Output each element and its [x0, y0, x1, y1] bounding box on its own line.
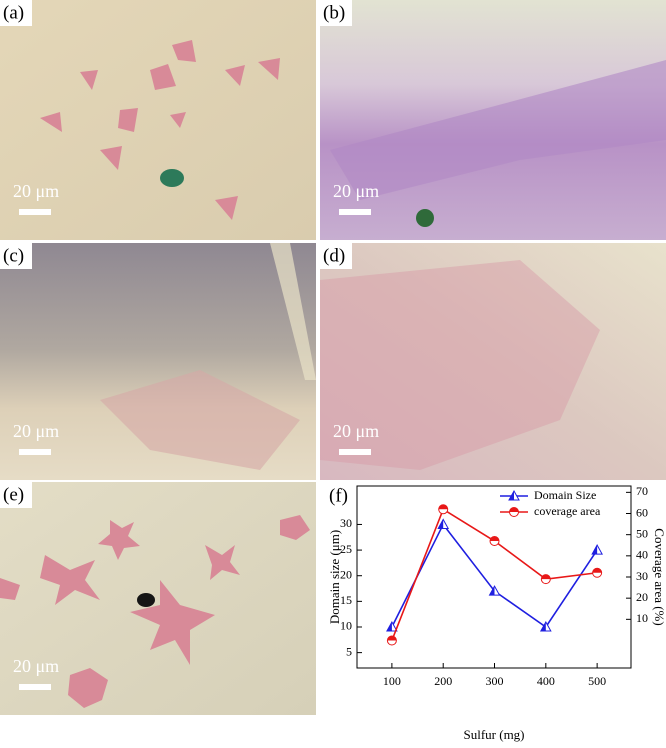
marker-half — [540, 621, 546, 631]
y-tick-label: 15 — [340, 593, 352, 607]
legend-marker — [508, 489, 520, 501]
flake — [0, 578, 20, 600]
panel-label: (a) — [3, 2, 24, 23]
panel-label: (c) — [3, 245, 24, 266]
panel-label: (b) — [323, 2, 345, 23]
marker-half — [489, 586, 495, 596]
y-tick-label: 20 — [340, 567, 352, 581]
marker-half — [541, 574, 551, 580]
marker-half — [592, 545, 598, 555]
panel-label: (f) — [329, 485, 348, 506]
streak — [270, 243, 316, 380]
flake — [130, 580, 215, 665]
label-box — [0, 243, 32, 269]
flake — [100, 146, 122, 170]
y2-axis-label: Coverage area (%) — [652, 528, 666, 625]
y2-tick-label: 40 — [636, 548, 648, 562]
y2-tick-label: 70 — [636, 484, 648, 498]
film — [320, 260, 600, 470]
marker-half — [490, 536, 500, 542]
marker-half — [387, 635, 397, 641]
scale-bar-label: 20 μm — [13, 181, 59, 201]
data-point — [488, 585, 501, 596]
scale-bar — [339, 449, 371, 455]
film — [100, 370, 300, 470]
x-axis-label: Sulfur (mg) — [463, 727, 524, 742]
data-point — [592, 567, 603, 578]
x-tick-label: 500 — [588, 674, 606, 688]
marker-half — [592, 568, 602, 573]
film — [330, 60, 666, 200]
particle — [416, 209, 434, 227]
data-point — [386, 635, 397, 646]
scale-bar — [339, 209, 371, 215]
flake — [40, 112, 62, 132]
data-point — [437, 518, 450, 529]
label-box — [0, 0, 32, 26]
micrograph-d — [320, 243, 666, 480]
particle — [137, 593, 155, 607]
label-box — [320, 243, 352, 269]
marker-half — [386, 621, 392, 631]
flake — [80, 70, 98, 90]
panel-label: (d) — [323, 245, 345, 266]
scale-bar — [19, 449, 51, 455]
flake — [118, 108, 138, 132]
scale-bar — [19, 684, 51, 690]
flake — [280, 515, 310, 540]
data-point — [591, 544, 603, 555]
flake — [98, 520, 140, 560]
legend-label: Domain Size — [534, 488, 596, 502]
y-tick-label: 5 — [346, 644, 352, 658]
marker-half — [438, 504, 448, 510]
x-tick-label: 200 — [434, 674, 452, 688]
y-tick-label: 30 — [340, 516, 352, 530]
panel-label: (e) — [3, 484, 24, 505]
marker-half — [509, 491, 514, 500]
marker-half — [509, 507, 519, 512]
y2-tick-label: 50 — [636, 526, 648, 540]
y-tick-label: 10 — [340, 619, 352, 633]
flake — [170, 112, 186, 128]
y2-tick-label: 60 — [636, 505, 648, 519]
flake — [68, 668, 108, 708]
scale-bar-label: 20 μm — [333, 181, 379, 201]
flake — [258, 58, 280, 80]
scale-bar-label: 20 μm — [333, 421, 379, 441]
micrograph-e — [0, 482, 316, 715]
label-box — [320, 0, 352, 26]
flake — [215, 196, 238, 220]
label-box — [0, 482, 32, 508]
particle — [160, 169, 184, 187]
legend-marker — [509, 507, 519, 517]
legend-label: coverage area — [534, 504, 601, 518]
y2-tick-label: 20 — [636, 590, 648, 604]
y-axis-label: Domain size (μm) — [327, 530, 342, 624]
x-tick-label: 400 — [537, 674, 555, 688]
data-point — [438, 504, 449, 515]
x-tick-label: 100 — [383, 674, 401, 688]
x-tick-label: 300 — [486, 674, 504, 688]
chart-panel — [320, 482, 666, 748]
scale-bar — [19, 209, 51, 215]
scale-bar-label: 20 μm — [13, 656, 59, 676]
flake — [205, 545, 240, 580]
flake — [40, 555, 100, 605]
y-tick-label: 25 — [340, 542, 352, 556]
data-point — [489, 536, 500, 547]
scale-bar-label: 20 μm — [13, 421, 59, 441]
data-point — [386, 620, 398, 632]
data-point — [539, 620, 552, 632]
marker-half — [438, 519, 444, 529]
flake — [150, 64, 176, 90]
flake — [225, 65, 245, 86]
flake — [172, 40, 196, 62]
y2-tick-label: 30 — [636, 569, 648, 583]
y2-tick-label: 10 — [636, 611, 648, 625]
data-point — [540, 574, 551, 585]
